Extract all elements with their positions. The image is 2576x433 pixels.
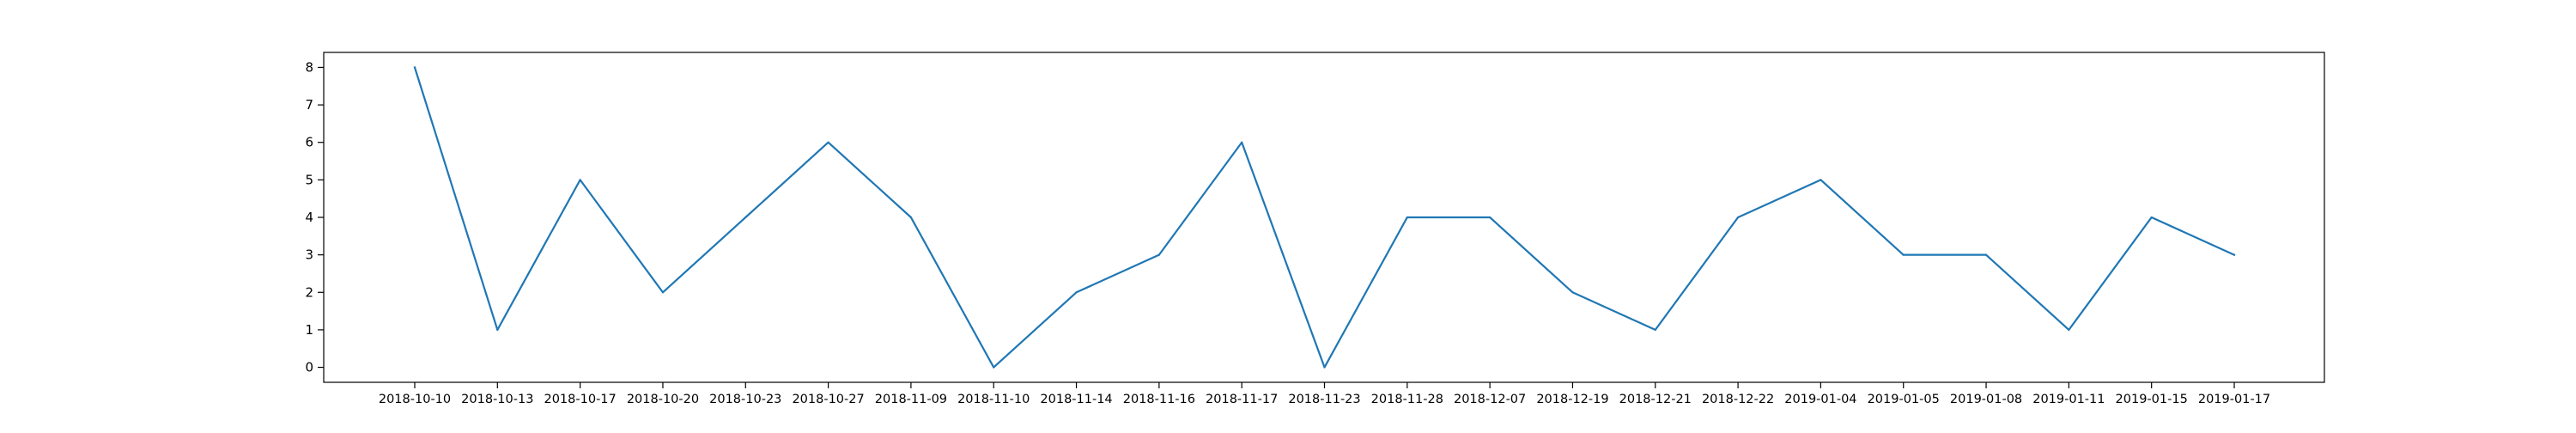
data-point-2018-11-28 — [1406, 216, 1408, 219]
data-point-2019-01-11 — [2068, 328, 2070, 332]
data-point-2018-12-07 — [1489, 216, 1492, 219]
data-point-2019-01-15 — [2150, 216, 2153, 219]
y-tick-label-4: 4 — [305, 210, 313, 225]
data-point-2018-10-17 — [579, 179, 581, 181]
y-tick-label-2: 2 — [305, 284, 313, 300]
data-point-2019-01-04 — [1820, 179, 1822, 181]
data-point-2019-01-17 — [2233, 253, 2236, 256]
x-tick-label-2018-11-23: 2018-11-23 — [1288, 393, 1360, 406]
data-point-2018-12-19 — [1571, 291, 1574, 294]
plot-frame — [323, 52, 2325, 383]
x-tick-label-2019-01-08: 2019-01-08 — [1950, 393, 2022, 406]
x-tick-label-2018-10-13: 2018-10-13 — [461, 393, 533, 406]
x-tick-label-2019-01-05: 2019-01-05 — [1868, 393, 1940, 406]
data-point-2018-11-17 — [1241, 141, 1243, 143]
x-tick-label-2018-11-16: 2018-11-16 — [1123, 393, 1195, 406]
data-point-2019-01-08 — [1984, 253, 1988, 256]
data-point-2018-11-09 — [909, 216, 913, 219]
data-point-2018-10-23 — [744, 216, 747, 219]
data-point-2018-10-27 — [827, 141, 829, 143]
x-tick-label-2018-11-28: 2018-11-28 — [1371, 393, 1443, 406]
data-point-2018-11-10 — [993, 366, 995, 369]
x-tick-label-2018-10-23: 2018-10-23 — [709, 393, 781, 406]
data-point-2018-10-20 — [661, 291, 665, 294]
y-tick-label-1: 1 — [305, 322, 313, 338]
series-line-0 — [413, 66, 2236, 369]
x-tick-label-2018-11-10: 2018-11-10 — [957, 393, 1030, 406]
data-point-2018-12-21 — [1654, 328, 1656, 332]
x-tick-label-2018-10-20: 2018-10-20 — [627, 393, 699, 406]
x-tick-label-2019-01-11: 2019-01-11 — [2032, 393, 2105, 406]
x-tick-label-2018-10-10: 2018-10-10 — [379, 393, 451, 406]
x-axis: 2018-10-10 2018-10-13 2018-10-17 2018-10-20… — [379, 382, 2270, 406]
x-tick-label-2019-01-04: 2019-01-04 — [1784, 393, 1856, 406]
x-tick-label-2018-11-17: 2018-11-17 — [1206, 393, 1278, 406]
data-point-2018-11-14 — [1075, 291, 1078, 294]
y-tick-label-7: 7 — [305, 97, 313, 113]
y-tick-label-3: 3 — [305, 247, 313, 263]
x-tick-label-2018-12-19: 2018-12-19 — [1536, 393, 1608, 406]
series-layer — [413, 66, 2236, 369]
x-tick-label-2018-12-07: 2018-12-07 — [1454, 393, 1526, 406]
data-point-2018-10-10 — [413, 66, 416, 69]
x-tick-label-2018-11-14: 2018-11-14 — [1040, 393, 1112, 406]
x-tick-label-2018-12-21: 2018-12-21 — [1619, 393, 1692, 406]
data-point-2019-01-05 — [1902, 253, 1905, 256]
y-tick-label-6: 6 — [305, 135, 313, 150]
x-tick-label-2018-11-09: 2018-11-09 — [875, 393, 947, 406]
data-point-2018-11-16 — [1157, 253, 1160, 256]
y-tick-label-5: 5 — [305, 172, 313, 187]
y-axis: 0 1 2 3 4 5 6 7 8 — [305, 59, 324, 375]
x-tick-label-2019-01-15: 2019-01-15 — [2116, 393, 2188, 406]
x-tick-label-2019-01-17: 2019-01-17 — [2198, 393, 2270, 406]
data-point-2018-10-13 — [496, 328, 499, 332]
y-tick-label-0: 0 — [305, 360, 313, 375]
y-tick-label-8: 8 — [305, 59, 313, 75]
x-tick-label-2018-10-27: 2018-10-27 — [792, 393, 864, 406]
x-tick-label-2018-12-22: 2018-12-22 — [1702, 393, 1774, 406]
data-point-2018-11-23 — [1323, 366, 1326, 369]
x-tick-label-2018-10-17: 2018-10-17 — [544, 393, 616, 406]
data-point-2018-12-22 — [1736, 216, 1740, 219]
